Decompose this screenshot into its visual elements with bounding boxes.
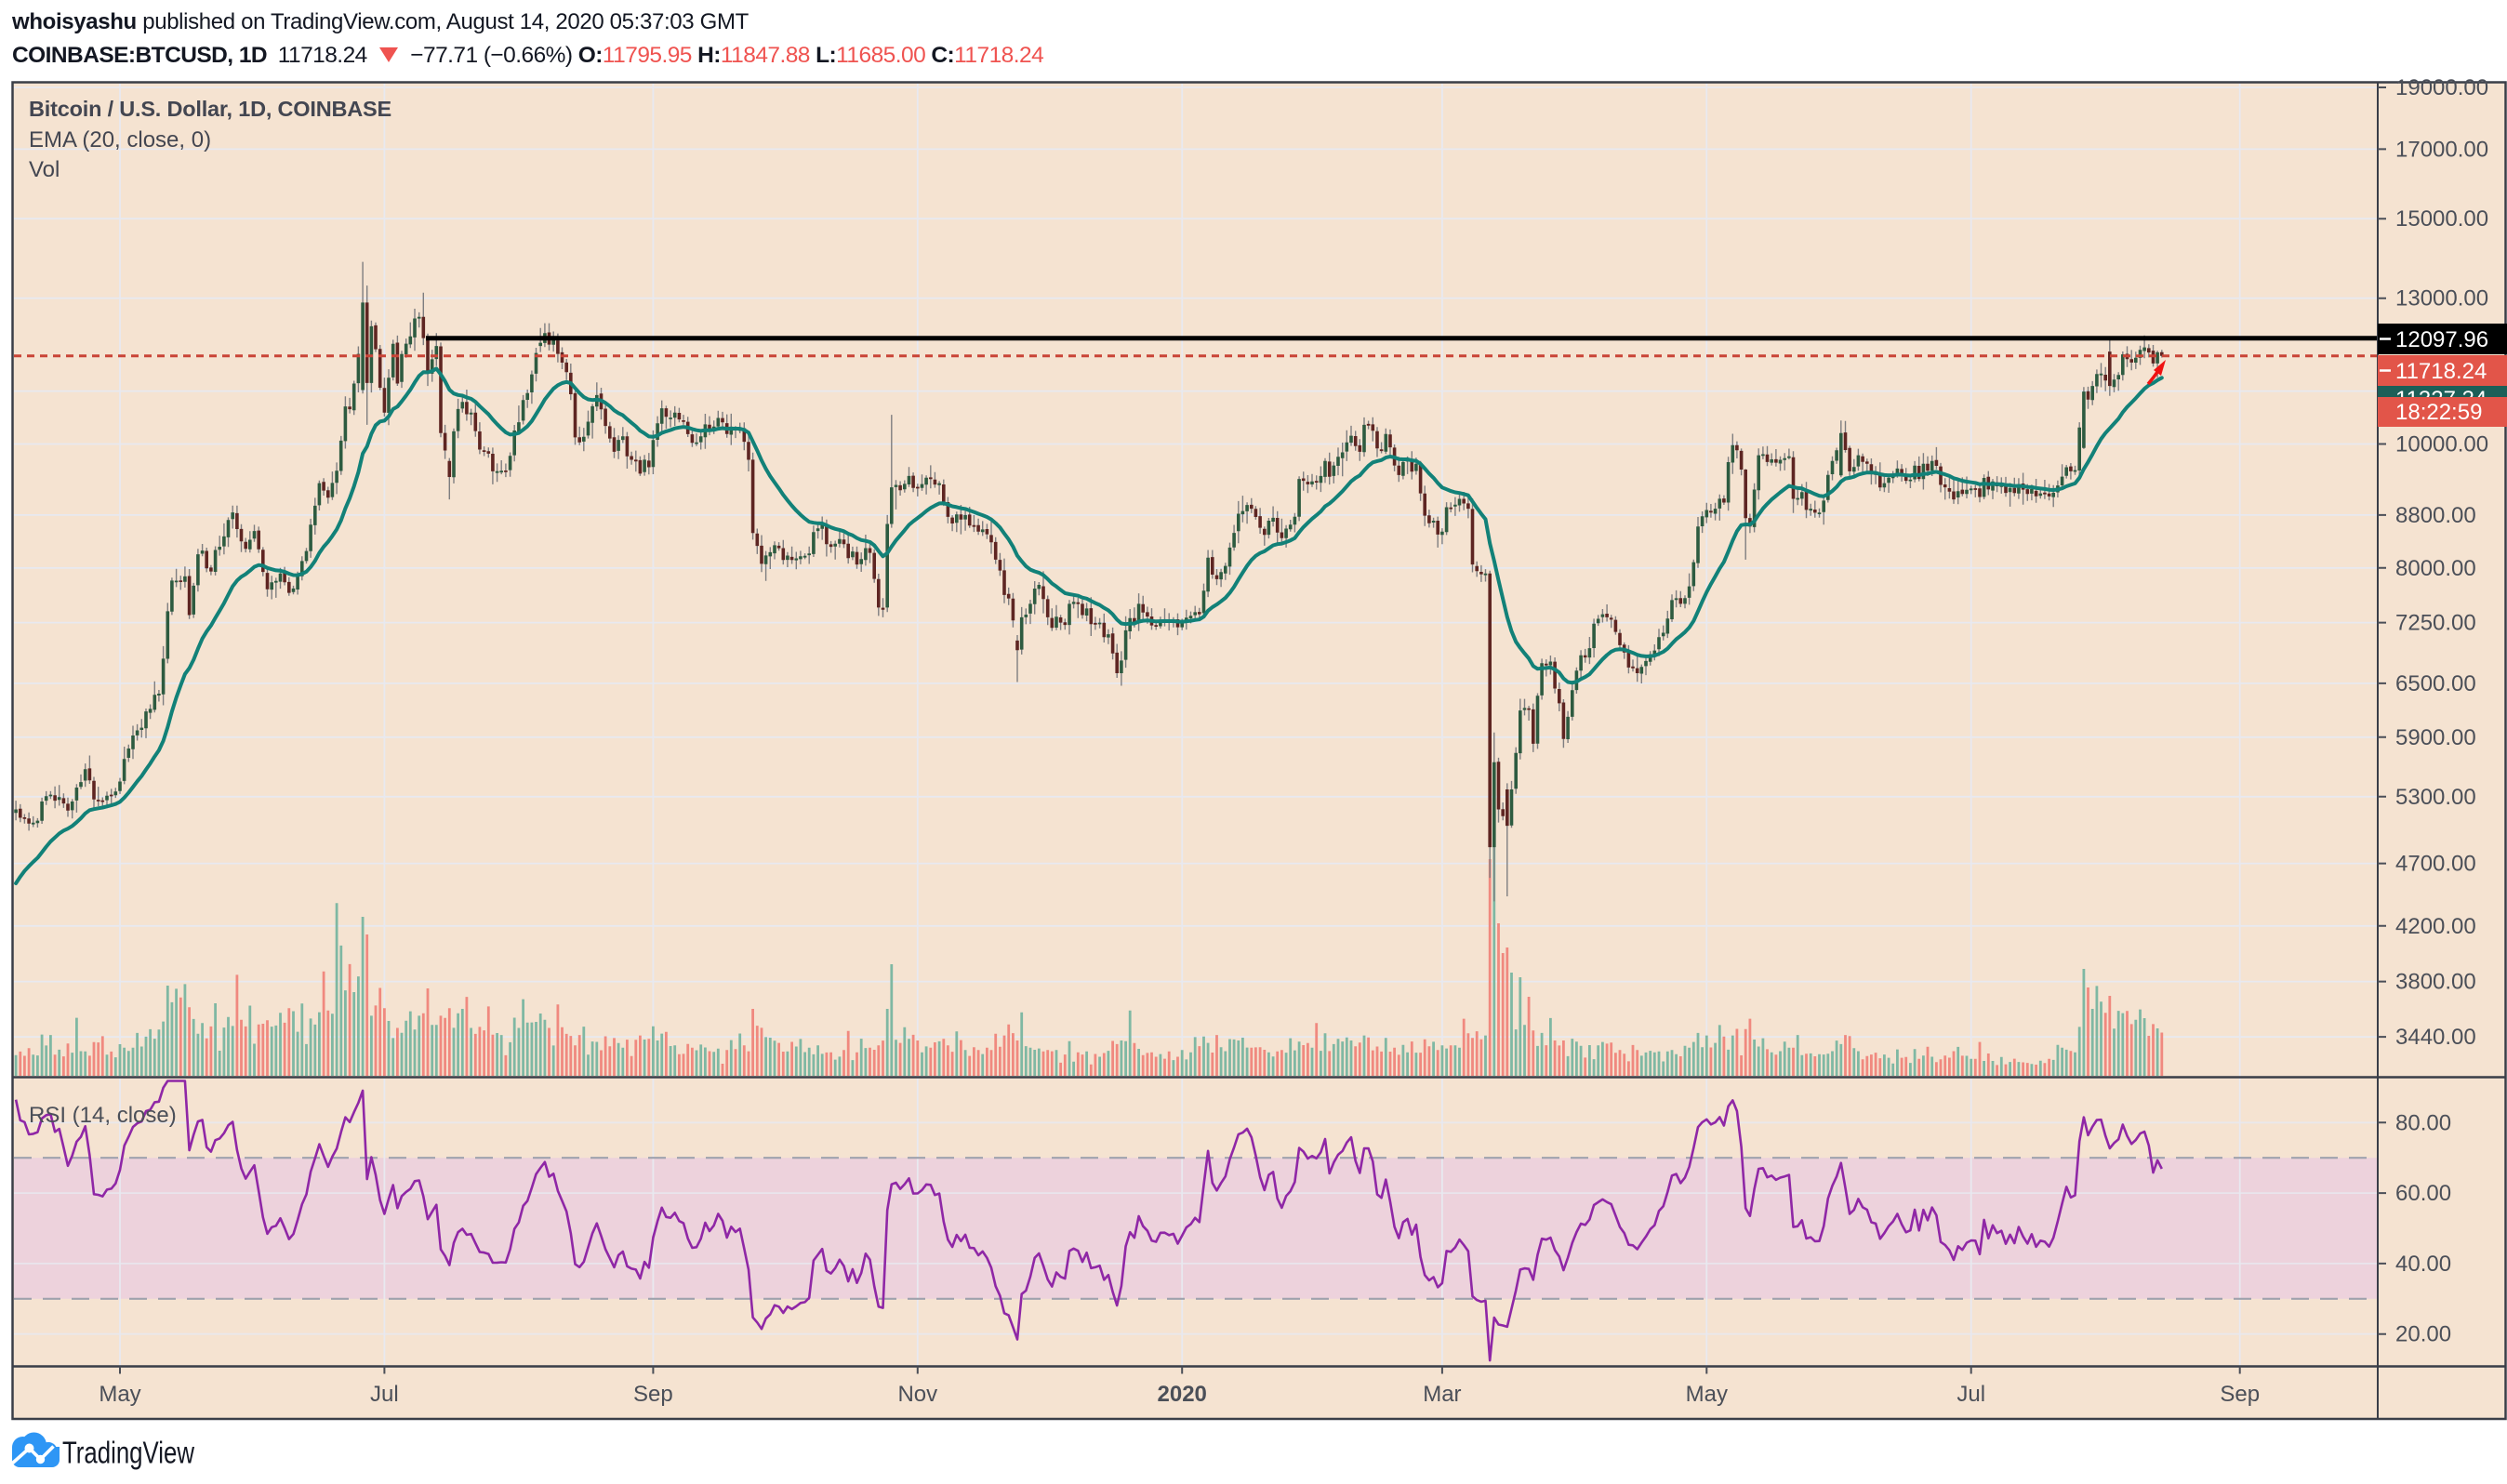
svg-text:40.00: 40.00 (2395, 1252, 2451, 1277)
svg-text:4200.00: 4200.00 (2395, 914, 2476, 939)
svg-text:May: May (99, 1382, 140, 1407)
svg-text:Nov: Nov (897, 1382, 937, 1407)
svg-text:19000.00: 19000.00 (2395, 75, 2488, 100)
svg-text:3800.00: 3800.00 (2395, 970, 2476, 995)
svg-text:3440.00: 3440.00 (2395, 1025, 2476, 1050)
svg-text:60.00: 60.00 (2395, 1181, 2451, 1206)
svg-text:Jul: Jul (1957, 1382, 1985, 1407)
svg-text:5900.00: 5900.00 (2395, 725, 2476, 750)
svg-text:EMA (20, close, 0): EMA (20, close, 0) (29, 127, 211, 152)
svg-text:8800.00: 8800.00 (2395, 503, 2476, 528)
svg-text:6500.00: 6500.00 (2395, 671, 2476, 696)
svg-text:18:22:59: 18:22:59 (2395, 400, 2482, 425)
svg-text:12097.96: 12097.96 (2395, 327, 2488, 352)
svg-text:13000.00: 13000.00 (2395, 286, 2488, 311)
svg-text:Vol: Vol (29, 157, 60, 182)
svg-text:11718.24: 11718.24 (2395, 359, 2487, 384)
svg-text:2020: 2020 (1158, 1382, 1207, 1407)
svg-text:20.00: 20.00 (2395, 1322, 2451, 1347)
svg-text:8000.00: 8000.00 (2395, 556, 2476, 581)
svg-text:Sep: Sep (2220, 1382, 2260, 1407)
svg-text:17000.00: 17000.00 (2395, 137, 2488, 162)
svg-text:RSI (14, close): RSI (14, close) (29, 1103, 177, 1128)
svg-text:4700.00: 4700.00 (2395, 852, 2476, 877)
svg-text:10000.00: 10000.00 (2395, 432, 2488, 457)
svg-text:7250.00: 7250.00 (2395, 611, 2476, 636)
svg-text:May: May (1686, 1382, 1728, 1407)
svg-text:Bitcoin / U.S. Dollar, 1D, COI: Bitcoin / U.S. Dollar, 1D, COINBASE (29, 97, 391, 121)
svg-text:Jul: Jul (370, 1382, 399, 1407)
svg-text:15000.00: 15000.00 (2395, 206, 2488, 232)
svg-text:Mar: Mar (1423, 1382, 1461, 1407)
svg-text:Sep: Sep (633, 1382, 673, 1407)
svg-text:80.00: 80.00 (2395, 1110, 2451, 1135)
svg-text:5300.00: 5300.00 (2395, 785, 2476, 810)
svg-text:TradingView: TradingView (62, 1436, 194, 1470)
